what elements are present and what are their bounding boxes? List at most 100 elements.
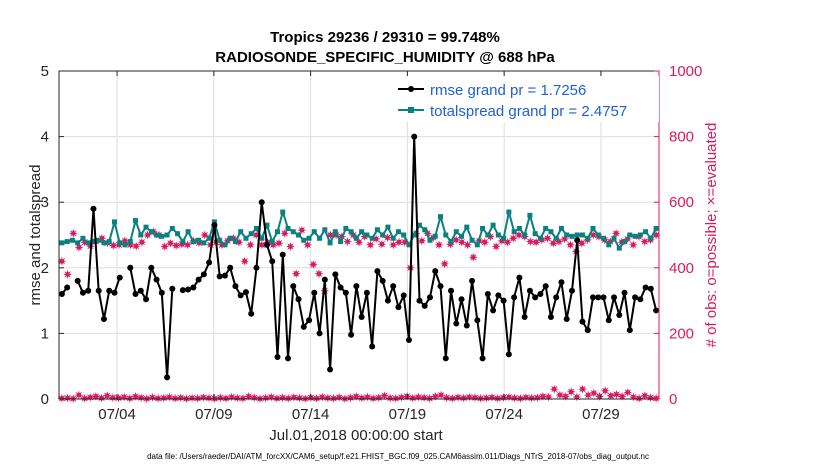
rmse-point <box>195 276 202 283</box>
totalspread-point <box>443 232 449 238</box>
rmse-point <box>221 272 228 279</box>
obs-evaluated-marker <box>470 393 480 403</box>
obs-possible-marker <box>480 237 490 247</box>
obs-possible-marker <box>285 242 295 251</box>
legend-rmse-marker <box>408 86 414 92</box>
totalspread-point <box>59 240 65 246</box>
obs-evaluated-marker <box>346 393 355 403</box>
rmse-point <box>358 314 365 320</box>
obs-possible-marker <box>491 242 501 251</box>
totalspread-point <box>148 229 154 235</box>
totalspread-point <box>606 242 612 248</box>
totalspread-point <box>111 219 117 225</box>
totalspread-point <box>138 232 144 238</box>
obs-evaluated-marker <box>645 393 655 403</box>
rmse-point <box>227 264 234 271</box>
totalspread-point <box>501 235 507 241</box>
obs-evaluated-marker <box>453 392 463 402</box>
totalspread-point <box>169 225 175 231</box>
y-right-tick-label: 1000 <box>669 63 702 80</box>
obs-evaluated-marker <box>566 387 576 397</box>
totalspread-point <box>232 239 238 245</box>
obs-evaluated-marker <box>510 393 520 403</box>
obs-evaluated-marker <box>357 393 367 403</box>
totalspread-point <box>290 229 296 235</box>
y-tick-label: 0 <box>41 391 49 408</box>
rmse-point <box>505 351 512 358</box>
totalspread-point <box>353 235 359 241</box>
totalspread-point <box>522 232 528 238</box>
rmse-point <box>426 294 433 301</box>
totalspread-point <box>106 239 112 245</box>
rmse-point <box>453 320 460 327</box>
totalspread-point <box>201 240 207 246</box>
totalspread-point <box>637 232 643 238</box>
obs-possible-marker <box>468 252 478 262</box>
obs-possible-marker <box>457 237 467 247</box>
obs-evaluated-marker <box>136 393 146 403</box>
totalspread-point <box>543 225 549 231</box>
totalspread-point <box>322 227 328 233</box>
totalspread-point <box>537 235 543 241</box>
x-tick-label: 07/29 <box>582 406 620 423</box>
legend-rmse-label: rmse grand pr = 1.7256 <box>430 82 586 99</box>
obs-possible-marker <box>57 256 67 266</box>
rmse-point <box>311 289 318 296</box>
y-tick-label: 1 <box>41 325 49 342</box>
totalspread-point <box>364 232 370 238</box>
totalspread-point <box>85 240 91 246</box>
x-tick-label: 07/14 <box>292 406 330 423</box>
rmse-point <box>579 318 586 325</box>
rmse-point <box>290 283 297 290</box>
obs-evaluated-marker <box>578 384 587 394</box>
totalspread-point <box>301 237 307 243</box>
rmse-point <box>605 317 612 324</box>
obs-possible-marker <box>565 240 575 250</box>
rmse-point <box>237 292 244 299</box>
totalspread-point <box>453 229 459 235</box>
rmse-point <box>500 297 507 304</box>
obs-evaluated-marker <box>278 393 288 403</box>
totalspread-point <box>96 237 102 243</box>
rmse-point <box>479 355 486 362</box>
rmse-point <box>248 310 255 317</box>
totalspread-point <box>164 232 170 238</box>
rmse-point <box>653 307 660 314</box>
obs-evaluated-marker <box>606 391 616 401</box>
obs-evaluated-marker <box>108 393 118 403</box>
totalspread-point <box>590 225 596 231</box>
obs-evaluated-marker <box>57 393 67 403</box>
obs-evaluated-marker <box>63 393 73 403</box>
obs-possible-marker <box>377 239 387 249</box>
totalspread-point <box>622 239 628 245</box>
rmse-point <box>332 271 339 278</box>
rmse-point <box>490 307 497 314</box>
y-tick-label: 3 <box>41 194 49 211</box>
obs-possible-marker <box>525 237 535 247</box>
rmse-point <box>589 294 596 301</box>
y-right-tick-label: 800 <box>669 129 694 146</box>
totalspread-point <box>411 232 417 238</box>
y-right-tick-label: 200 <box>669 325 694 342</box>
rmse-point <box>64 284 71 291</box>
obs-evaluated-marker <box>589 388 599 398</box>
obs-evaluated-marker <box>408 393 418 403</box>
rmse-point <box>274 354 281 361</box>
rmse-point <box>216 273 223 280</box>
obs-evaluated-marker <box>532 393 542 403</box>
rmse-point <box>211 222 218 229</box>
totalspread-point <box>616 245 622 251</box>
obs-possible-marker <box>343 237 353 247</box>
rmse-point <box>584 327 591 334</box>
legend-box <box>395 76 659 122</box>
obs-evaluated-marker <box>634 393 644 403</box>
rmse-point <box>279 251 286 258</box>
totalspread-point <box>359 229 365 235</box>
rmse-point <box>132 291 139 298</box>
rmse-point <box>164 374 171 381</box>
totalspread-point <box>627 232 633 238</box>
rmse-point <box>253 264 260 271</box>
obs-evaluated-marker <box>283 393 293 403</box>
obs-possible-marker <box>280 228 290 238</box>
rmse-point <box>448 287 455 294</box>
